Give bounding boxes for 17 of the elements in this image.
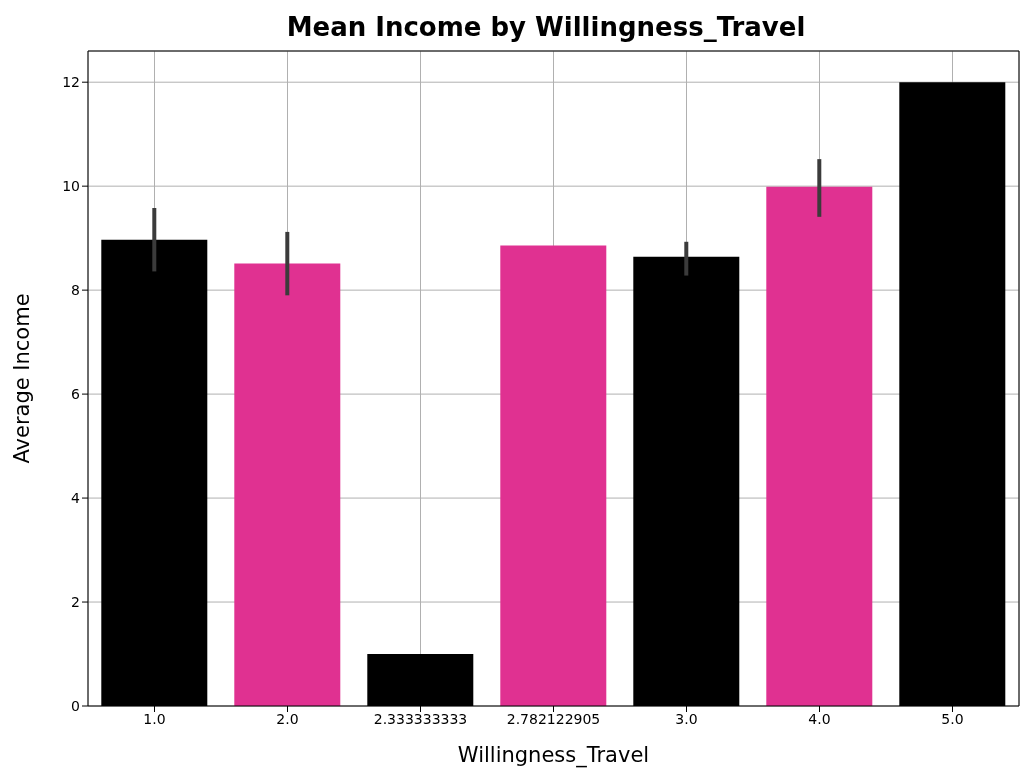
y-tick-label: 0 [71, 697, 80, 714]
y-tick-label: 10 [62, 178, 80, 195]
x-tick-label: 2.333333333 [373, 710, 468, 727]
y-tick-label: 2 [71, 594, 80, 610]
y-axis-title: Average Income [10, 293, 35, 464]
y-tick-label: 6 [71, 386, 81, 403]
x-tick-label: 5.0 [941, 710, 964, 727]
x-tick-label: 3.0 [675, 710, 698, 727]
y-tick-label: 12 [62, 74, 80, 91]
x-tick-label: 4.0 [808, 710, 831, 727]
x-tick-label: 1.0 [143, 710, 166, 727]
x-axis-title: Willingness_Travel [457, 743, 650, 768]
y-tick-label: 4 [71, 490, 81, 507]
y-tick-label: 8 [71, 282, 80, 299]
x-tick-label: 2.782122905 [506, 710, 601, 727]
x-tick-label: 2.0 [276, 710, 299, 727]
chart-title: Mean Income by Willingness_Travel [285, 11, 807, 44]
